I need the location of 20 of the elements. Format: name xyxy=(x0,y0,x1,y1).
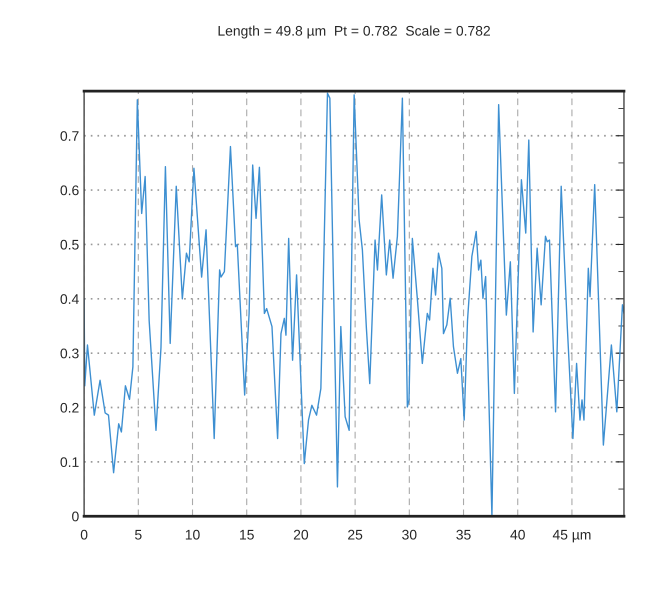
y-tick-label: 0.4 xyxy=(60,294,79,304)
y-tick-label: 0.1 xyxy=(60,457,79,468)
x-tick-label: 25 xyxy=(348,530,362,540)
y-tick-label: 0 xyxy=(72,512,79,522)
line-series xyxy=(84,92,624,516)
x-tick-label: 10 xyxy=(186,530,200,540)
y-tick-label: 0.6 xyxy=(60,185,79,196)
x-tick-label: 20 xyxy=(294,530,308,540)
x-tick-label: 45 µm xyxy=(552,530,590,542)
x-tick-label: 5 xyxy=(135,530,142,540)
x-tick-label: 40 xyxy=(510,530,525,540)
y-tick-label: 0.7 xyxy=(60,131,79,141)
y-tick-label: 0.2 xyxy=(60,402,79,413)
x-tick-label: 15 xyxy=(240,530,254,540)
y-tick-label: 0.5 xyxy=(60,240,79,250)
x-tick-label: 0 xyxy=(80,530,88,540)
x-tick-label: 30 xyxy=(402,530,417,540)
chart-title: Length = 49.8 µm Pt = 0.782 Scale = 0.782 xyxy=(218,26,490,38)
x-tick-label: 35 xyxy=(456,530,471,540)
y-tick-label: 0.3 xyxy=(60,348,79,358)
